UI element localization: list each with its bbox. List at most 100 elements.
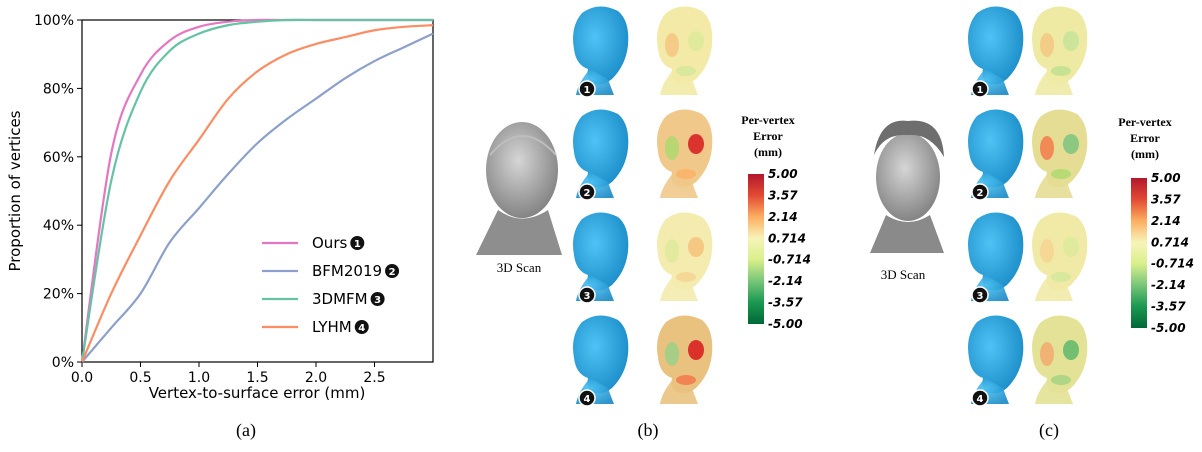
error-heatmap-face xyxy=(1032,6,1088,95)
heatmap-spot xyxy=(688,340,704,360)
panel-c: 3D Scan 1 2 3 4 Per-vertex Error (mm) 5.00 3… xyxy=(860,6,1194,441)
row-badge-number: 1 xyxy=(584,85,591,96)
colorbar-tick-label: -3.57 xyxy=(768,296,803,310)
x-tick-label: 1.5 xyxy=(246,370,268,386)
legend-badge xyxy=(354,320,369,334)
row-badge-number: 1 xyxy=(977,85,984,96)
head-shape xyxy=(573,109,629,188)
heatmap-spot xyxy=(1063,31,1079,51)
colorbar-b: Per-vertex Error (mm) 5.00 3.57 2.14 0.714 -… xyxy=(741,113,811,331)
heatmap-spot xyxy=(665,136,679,160)
legend-badge-number: 3 xyxy=(374,295,381,306)
scan-label-c: 3D Scan xyxy=(881,267,926,282)
error-heatmap-face xyxy=(1032,212,1088,301)
row-badge xyxy=(578,183,596,201)
error-heatmap-face xyxy=(657,109,713,198)
heatmap-spot xyxy=(1051,272,1071,282)
error-heatmap-face xyxy=(1032,315,1088,404)
neck-shape xyxy=(660,275,698,301)
y-tick-label: 60% xyxy=(43,150,74,166)
head-shape xyxy=(657,6,713,85)
error-heatmap-face xyxy=(657,6,713,95)
y-tick-label: 40% xyxy=(43,218,74,234)
head-shape xyxy=(1032,6,1088,85)
neck-shape xyxy=(1035,172,1073,198)
y-tick-label: 80% xyxy=(43,81,74,97)
row-badge xyxy=(971,286,989,304)
heatmap-spot xyxy=(676,375,696,385)
scan-head xyxy=(486,122,558,218)
colorbar-tick-label: -0.714 xyxy=(1151,257,1194,271)
head-shape xyxy=(657,315,713,394)
error-cdf-chart: 0.0 0.5 1.0 1.5 2.0 2.5 0% 20% 40% 60% 80% 100% Ve… xyxy=(6,13,434,441)
heatmap-spot xyxy=(1040,342,1054,366)
row-badge xyxy=(971,183,989,201)
heatmap-spot xyxy=(1040,136,1054,160)
fitted-face xyxy=(573,6,629,95)
legend-badge xyxy=(385,264,400,278)
colorbar-tick-label: 2.14 xyxy=(768,210,798,224)
head-shape xyxy=(1032,315,1088,394)
heatmap-spot xyxy=(688,134,704,154)
neck-shape xyxy=(660,69,698,95)
head-shape xyxy=(573,6,629,85)
legend-badge-number: 2 xyxy=(389,267,396,278)
panel-a-label: (a) xyxy=(236,420,256,441)
head-shape xyxy=(573,315,629,394)
y-tick-label: 100% xyxy=(34,13,74,29)
row-badge-number: 4 xyxy=(584,394,591,405)
colorbar-ramp xyxy=(748,174,764,324)
heatmap-spot xyxy=(1051,375,1071,385)
x-tick-label: 1.0 xyxy=(188,370,210,386)
colorbar-c: Per-vertex Error (mm) 5.00 3.57 2.14 0.714 -… xyxy=(1118,115,1194,335)
series-line-3dmfm xyxy=(80,18,433,363)
heatmap-spot xyxy=(1063,134,1079,154)
colorbar-tick-label: 5.00 xyxy=(768,167,798,181)
panel-b: 3D Scan 1 2 3 4 Per-vertex Error (mm) 5.00 3… xyxy=(470,6,811,441)
fitted-face xyxy=(573,315,629,404)
colorbar-tick-label: 3.57 xyxy=(1151,192,1181,206)
heatmap-spot xyxy=(1051,169,1071,179)
head-shape xyxy=(968,6,1024,85)
y-axis-ticks: 0% 20% 40% 60% 80% 100% xyxy=(34,13,82,371)
legend-badge-number: 1 xyxy=(354,239,361,250)
colorbar-title-line2: Error xyxy=(753,129,783,143)
colorbar-tick-label: -2.14 xyxy=(768,274,803,288)
colorbar-ticks: 5.00 3.57 2.14 0.714 -0.714 -2.14 -3.57 -5.00 xyxy=(1151,171,1194,335)
scan-c xyxy=(860,115,952,255)
heatmap-spot xyxy=(1063,340,1079,360)
legend-label: BFM2019 xyxy=(312,262,382,280)
heatmap-spot xyxy=(1063,237,1079,257)
chart-series-group xyxy=(80,18,434,363)
head-shape xyxy=(1032,109,1088,188)
row-badge-number: 3 xyxy=(977,291,984,302)
row-badge xyxy=(971,80,989,98)
y-tick-label: 0% xyxy=(52,355,74,371)
face-grid-c: 1 2 3 4 xyxy=(968,6,1088,407)
head-shape xyxy=(573,212,629,291)
heatmap-spot xyxy=(1051,66,1071,76)
heatmap-spot xyxy=(665,342,679,366)
panel-b-label: (b) xyxy=(638,420,659,441)
face-grid-b: 1 2 3 4 xyxy=(573,6,713,407)
colorbar-title-line1: Per-vertex xyxy=(1118,115,1172,129)
heatmap-spot xyxy=(688,237,704,257)
x-tick-label: 2.0 xyxy=(305,370,327,386)
error-heatmap-face xyxy=(1032,109,1088,198)
head-shape xyxy=(657,212,713,291)
y-tick-label: 20% xyxy=(43,287,74,303)
scan-hair xyxy=(874,120,944,157)
fitted-face xyxy=(573,109,629,198)
y-axis-label: Proportion of vertices xyxy=(6,110,24,271)
row-badge-number: 4 xyxy=(977,394,984,405)
x-tick-label: 0.5 xyxy=(129,370,151,386)
row-badge xyxy=(578,286,596,304)
heatmap-spot xyxy=(665,239,679,263)
row-badge xyxy=(578,389,596,407)
scan-head xyxy=(876,133,940,221)
legend-label: Ours xyxy=(312,234,347,252)
legend-badge xyxy=(370,292,385,306)
colorbar-tick-label: 3.57 xyxy=(768,188,798,202)
neck-shape xyxy=(1035,69,1073,95)
